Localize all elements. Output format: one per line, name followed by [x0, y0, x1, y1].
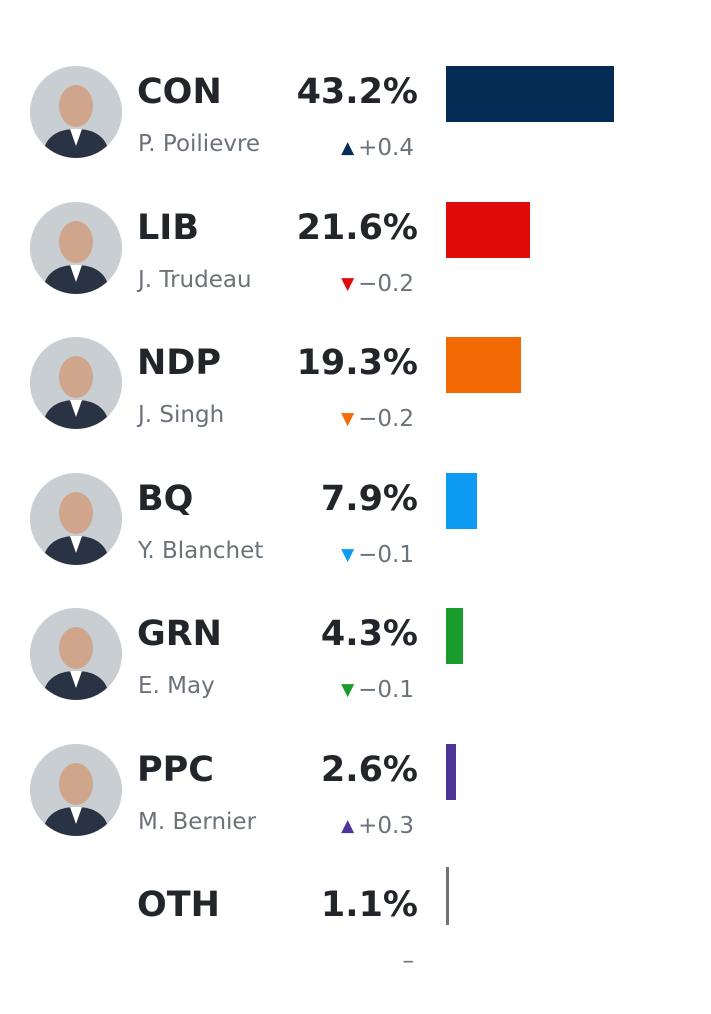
change-indicator: ▼ −0.2 [341, 269, 414, 299]
party-name: GRN [137, 614, 222, 654]
leader-name: J. Trudeau [138, 266, 252, 293]
triangle-down-icon: ▼ [341, 544, 355, 565]
candidate-photo [30, 201, 122, 294]
party-name: LIB [137, 207, 200, 248]
leader-name: J. Singh [138, 402, 225, 428]
bar-con [446, 66, 614, 122]
candidate-photo [30, 608, 122, 700]
change-indicator: ▼ −0.2 [341, 404, 414, 434]
bar-oth [446, 867, 449, 925]
triangle-up-icon: ▲ [341, 138, 355, 158]
party-row-grn: GRN E. May 4.3% ▼ −0.1 [0, 608, 711, 743]
percentage-value: 2.6% [320, 749, 418, 790]
percentage-value: 43.2% [296, 72, 418, 112]
party-name: OTH [137, 885, 220, 925]
percentage-value: 1.1% [320, 885, 418, 925]
bar-lib [446, 201, 530, 258]
leader-name: Y. Blanchet [138, 537, 264, 564]
party-name: BQ [137, 478, 194, 519]
candidate-photo [30, 743, 122, 836]
percentage-value: 7.9% [320, 478, 418, 519]
change-value: −0.2 [358, 270, 414, 297]
change-value: – [402, 948, 415, 974]
party-row-bq: BQ Y. Blanchet 7.9% ▼ −0.1 [0, 472, 711, 608]
party-row-con: CON P. Poilievre 43.2% ▲ +0.4 [0, 66, 711, 201]
triangle-down-icon: ▼ [341, 273, 355, 294]
change-value: −0.1 [358, 541, 414, 568]
percentage-value: 19.3% [296, 343, 418, 383]
change-indicator: ▲ +0.4 [341, 133, 414, 163]
party-name: NDP [137, 343, 221, 383]
party-row-ppc: PPC M. Bernier 2.6% ▲ +0.3 [0, 743, 711, 879]
change-indicator: ▼ −0.1 [341, 540, 414, 570]
leader-name: P. Poilievre [138, 131, 261, 157]
percentage-value: 21.6% [296, 207, 418, 248]
change-value: −0.1 [358, 677, 414, 703]
party-name: PPC [137, 749, 214, 790]
change-indicator: – [403, 946, 415, 976]
party-name: CON [137, 72, 222, 112]
candidate-photo [30, 472, 122, 565]
triangle-down-icon: ▼ [341, 409, 355, 429]
percentage-value: 4.3% [320, 614, 418, 654]
party-row-lib: LIB J. Trudeau 21.6% ▼ −0.2 [0, 201, 711, 337]
triangle-down-icon: ▼ [341, 680, 355, 700]
change-value: +0.4 [358, 135, 414, 161]
leader-name: M. Bernier [138, 808, 257, 835]
triangle-up-icon: ▲ [341, 815, 355, 836]
bar-grn [446, 608, 463, 664]
leader-name: E. May [138, 673, 215, 699]
party-row-oth: OTH 1.1% – [0, 867, 711, 1014]
bar-ndp [446, 337, 521, 393]
candidate-photo [30, 66, 122, 158]
change-indicator: ▲ +0.3 [341, 811, 414, 841]
party-row-ndp: NDP J. Singh 19.3% ▼ −0.2 [0, 337, 711, 472]
change-value: −0.2 [358, 406, 414, 432]
bar-bq [446, 472, 477, 529]
bar-ppc [446, 743, 456, 800]
change-indicator: ▼ −0.1 [341, 675, 414, 705]
change-value: +0.3 [358, 812, 414, 839]
candidate-photo [30, 337, 122, 429]
